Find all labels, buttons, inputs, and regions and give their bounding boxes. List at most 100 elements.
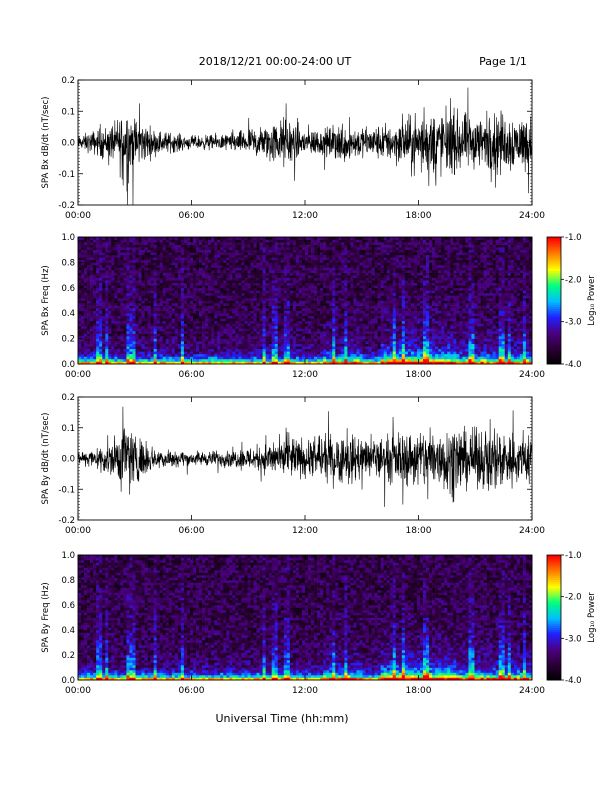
spectrogram-cell <box>353 242 357 245</box>
spectrogram-cell <box>271 315 276 319</box>
spectrogram-cell <box>368 325 372 329</box>
spectrogram-cell <box>217 254 221 258</box>
spectrogram-cell <box>295 305 300 309</box>
spectrogram-cell <box>117 277 121 281</box>
spectrogram-cell <box>180 292 185 296</box>
spectrogram-cell <box>174 305 179 309</box>
spectrogram-cell <box>81 297 85 301</box>
spectrogram-cell <box>268 323 273 327</box>
spectrogram-cell <box>332 336 336 339</box>
spectrogram-cell <box>159 277 164 281</box>
spectrogram-cell <box>93 325 97 329</box>
spectrogram-cell <box>365 336 369 339</box>
spectrogram-cell <box>268 280 273 284</box>
spectrogram-cell <box>171 242 176 245</box>
spectrogram-cell <box>268 295 273 299</box>
spectrogram-cell <box>232 330 236 334</box>
spectrogram-cell <box>274 270 279 273</box>
spectrogram-cell <box>229 308 233 311</box>
spectrogram-cell <box>347 330 351 334</box>
spectrogram-cell <box>323 254 327 258</box>
spectrogram-cell <box>196 336 200 339</box>
spectrogram-cell <box>193 239 197 243</box>
spectrogram-cell <box>311 308 315 311</box>
spectrogram-cell <box>332 295 336 299</box>
spectrogram-cell <box>235 328 239 332</box>
spectrogram-cell <box>90 295 94 299</box>
spectrogram-cell <box>365 257 369 261</box>
spectrogram-cell <box>329 244 333 248</box>
spectrogram-cell <box>135 252 139 256</box>
spectrogram-cell <box>344 275 348 278</box>
spectrogram-cell <box>347 358 351 362</box>
spectrogram-cell <box>347 343 351 347</box>
spectrogram-cell <box>208 318 212 322</box>
spectrogram-cell <box>305 300 309 304</box>
spectrogram-cell <box>105 353 109 357</box>
spectrogram-cell <box>298 247 303 250</box>
spectrogram-cell <box>189 310 194 314</box>
spectrogram-cell <box>295 280 300 284</box>
spectrogram-cell <box>256 358 260 362</box>
spectrogram-cell <box>90 272 94 276</box>
spectrogram-cell <box>341 318 345 322</box>
spectrogram-cell <box>183 272 188 276</box>
spectrogram-cell <box>217 272 221 276</box>
spectrogram-cell <box>286 315 291 319</box>
spectrogram-cell <box>235 287 239 291</box>
spectrogram-cell <box>126 242 130 245</box>
spectrogram-cell <box>365 308 369 311</box>
spectrogram-cell <box>211 252 215 256</box>
spectrogram-cell <box>196 320 200 324</box>
spectrogram-cell <box>189 252 194 256</box>
spectrogram-cell <box>150 305 154 309</box>
spectrogram-cell <box>168 320 173 324</box>
spectrogram-cell <box>256 313 260 317</box>
spectrogram-cell <box>117 285 121 289</box>
spectrogram-cell <box>347 351 351 355</box>
spectrogram-cell <box>147 264 151 268</box>
spectrogram-cell <box>326 330 330 334</box>
spectrogram-cell <box>205 346 209 350</box>
spectrogram-cell <box>314 287 318 291</box>
spectrogram-cell <box>332 348 336 352</box>
spectrogram-cell <box>138 308 142 311</box>
spectrogram-cell <box>99 254 103 258</box>
spectrogram-cell <box>332 244 336 248</box>
spectrogram-cell <box>317 356 321 360</box>
spectrogram-cell <box>132 262 136 266</box>
spectrogram-cell <box>344 270 348 273</box>
spectrogram-cell <box>286 262 291 266</box>
spectrogram-cell <box>298 325 303 329</box>
spectrogram-cell <box>87 330 91 334</box>
spectrogram-cell <box>344 242 348 245</box>
spectrogram-cell <box>365 270 369 273</box>
spectrogram-cell <box>292 239 297 243</box>
spectrogram-cell <box>132 346 136 350</box>
spectrogram-cell <box>214 330 218 334</box>
spectrogram-cell <box>265 310 269 314</box>
spectrogram-cell <box>138 338 142 342</box>
spectrogram-cell <box>371 348 375 352</box>
spectrogram-cell <box>329 358 333 362</box>
spectrogram-cell <box>120 341 124 344</box>
spectrogram-cell <box>238 303 242 306</box>
spectrogram-cell <box>265 292 269 296</box>
spectrogram-cell <box>84 333 88 337</box>
spectrogram-cell <box>371 328 375 332</box>
spectrogram-cell <box>180 267 185 271</box>
spectrogram-cell <box>362 264 366 268</box>
spectrogram-cell <box>96 280 100 284</box>
spectrogram-cell <box>177 338 182 342</box>
spectrogram-cell <box>87 252 91 256</box>
spectrogram-cell <box>165 325 170 329</box>
spectrogram-cell <box>105 272 109 276</box>
spectrogram-cell <box>332 257 336 261</box>
spectrogram-cell <box>87 282 91 286</box>
spectrogram-cell <box>123 351 127 355</box>
spectrogram-cell <box>96 264 100 268</box>
spectrogram-cell <box>308 313 312 317</box>
spectrogram-cell <box>350 252 354 256</box>
spectrogram-cell <box>81 313 85 317</box>
spectrogram-cell <box>217 305 221 309</box>
